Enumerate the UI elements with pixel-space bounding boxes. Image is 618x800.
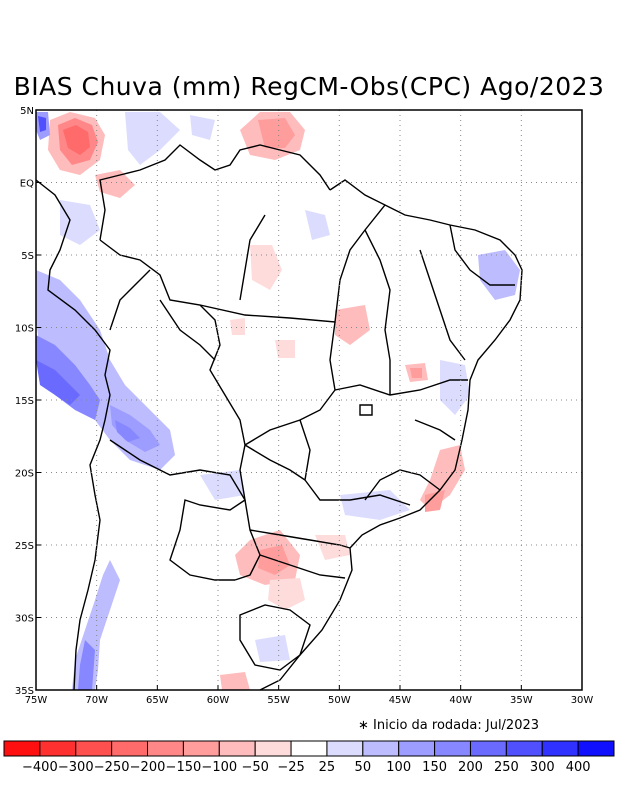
y-tick-label: EQ: [20, 179, 34, 190]
colorbar-box: [254, 740, 292, 757]
x-tick-label: 40W: [449, 695, 472, 706]
map-title: BIAS Chuva (mm) RegCM-Obs(CPC) Ago/2023: [13, 72, 605, 101]
colorbar-label: −150: [166, 760, 202, 775]
colorbar-label: 250: [494, 760, 519, 775]
colorbar-label: 400: [566, 760, 591, 775]
colorbar-label: 25: [319, 760, 336, 775]
x-tick-label: 60W: [207, 695, 230, 706]
y-tick-label: 25S: [15, 541, 34, 552]
states-5: [364, 229, 391, 395]
x-tick-label: 30W: [571, 695, 594, 706]
colorbar-label: −100: [201, 760, 237, 775]
colorbar-label: −200: [130, 760, 166, 775]
y-tick-label: 20S: [15, 469, 34, 480]
brazil-west-border: [99, 239, 261, 581]
colorbar-box: [3, 740, 41, 757]
colorbar-label: −300: [58, 760, 94, 775]
colorbar-box: [326, 740, 364, 757]
colorbar-boxes: [3, 740, 615, 757]
states-10: [249, 529, 351, 549]
y-tick-labels: 5N EQ 5S 10S 15S 20S 25S 30S 35S: [15, 106, 41, 697]
colorbar-box: [75, 740, 113, 757]
colorbar-label: 100: [386, 760, 411, 775]
colorbar-box: [434, 740, 471, 757]
colorbar-label: −25: [277, 760, 304, 775]
states-1: [199, 204, 386, 323]
states-11: [259, 554, 346, 579]
states-14: [159, 299, 216, 361]
brazil-north-border: [99, 144, 331, 241]
states-8: [299, 419, 411, 506]
colorbar-box: [147, 740, 184, 757]
y-tick-label: 35S: [15, 686, 34, 697]
colorbar-label: 300: [530, 760, 555, 775]
grid: [36, 110, 582, 690]
colorbar-label: 150: [422, 760, 447, 775]
uruguay: [239, 604, 311, 671]
borders: [35, 144, 523, 691]
colorbar-box: [290, 740, 328, 757]
colorbar-label: −250: [94, 760, 130, 775]
x-tick-label: 55W: [267, 695, 290, 706]
colorbar-box: [362, 740, 400, 757]
y-tick-label: 10S: [15, 324, 34, 335]
states-16: [359, 404, 373, 416]
x-tick-label: 70W: [85, 695, 108, 706]
x-tick-labels: 75W 70W 65W 60W 55W 50W 45W 40W 35W 30W: [25, 685, 594, 706]
colorbar-box: [577, 740, 615, 757]
states-9: [244, 444, 306, 481]
colorbar-box: [398, 740, 436, 757]
colorbar-label: 50: [355, 760, 372, 775]
colorbar-labels: −400 −300 −250 −200 −150 −100 −50 −25 25 50 100 150…: [22, 760, 591, 775]
colorbar-box: [39, 740, 77, 757]
run-start-note: ∗ Inicio da rodada: Jul/2023: [358, 718, 540, 733]
states-2: [239, 214, 266, 301]
colorbar-box: [182, 740, 220, 757]
colorbar-label: −50: [241, 760, 268, 775]
y-tick-label: 5N: [20, 106, 34, 117]
colorbar-label: −400: [22, 760, 58, 775]
x-tick-label: 75W: [25, 695, 48, 706]
colorbar-label: 200: [458, 760, 483, 775]
colorbar-box: [505, 740, 543, 757]
colorbar-box: [111, 740, 149, 757]
x-tick-label: 45W: [389, 695, 412, 706]
states-4: [334, 379, 468, 396]
states-3: [244, 321, 336, 446]
states-6: [419, 249, 466, 361]
colorbar-box: [541, 740, 579, 757]
y-tick-label: 5S: [21, 251, 34, 262]
y-tick-label: 30S: [15, 614, 34, 625]
states-15: [109, 269, 151, 331]
coastline: [259, 179, 523, 691]
x-tick-label: 50W: [328, 695, 351, 706]
states-7: [449, 224, 515, 286]
colorbar-box: [218, 740, 256, 757]
y-tick-label: 15S: [15, 396, 34, 407]
colorbar-box: [469, 740, 507, 757]
x-tick-label: 65W: [146, 695, 169, 706]
states-12: [414, 419, 456, 441]
bolivia-paraguay: [109, 439, 246, 581]
x-tick-label: 35W: [510, 695, 533, 706]
andes-border: [35, 179, 111, 691]
